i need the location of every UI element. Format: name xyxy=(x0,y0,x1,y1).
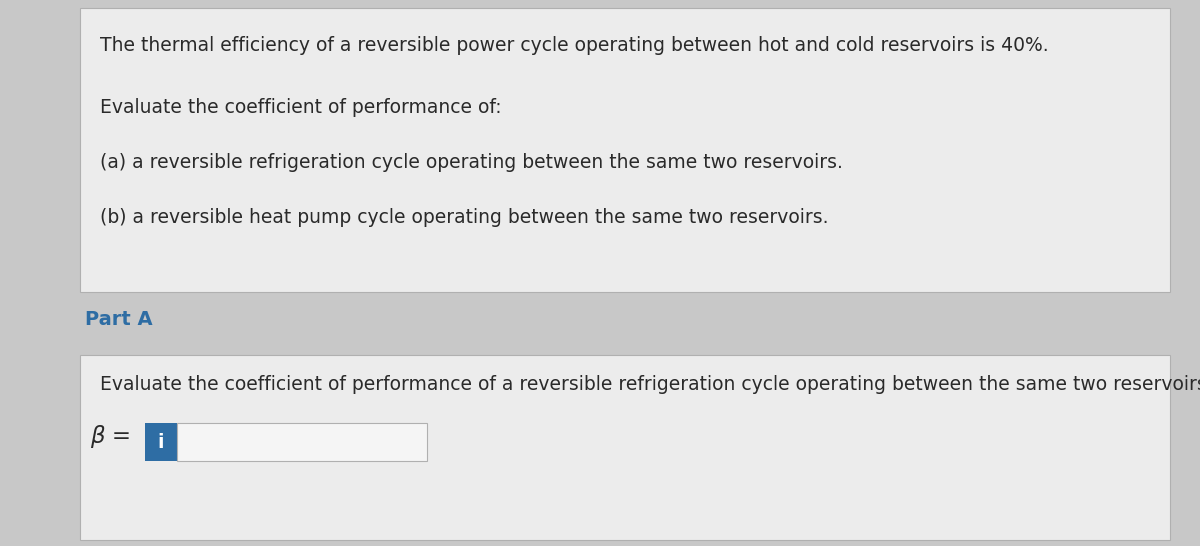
Text: β =: β = xyxy=(90,425,131,448)
Text: (a) a reversible refrigeration cycle operating between the same two reservoirs.: (a) a reversible refrigeration cycle ope… xyxy=(100,153,842,172)
Text: i: i xyxy=(157,432,164,452)
Text: The thermal efficiency of a reversible power cycle operating between hot and col: The thermal efficiency of a reversible p… xyxy=(100,36,1049,55)
Bar xyxy=(80,8,1170,292)
Text: (b) a reversible heat pump cycle operating between the same two reservoirs.: (b) a reversible heat pump cycle operati… xyxy=(100,208,828,227)
Bar xyxy=(178,423,427,461)
Bar xyxy=(80,355,1170,540)
Bar xyxy=(145,423,178,461)
Text: Evaluate the coefficient of performance of a reversible refrigeration cycle oper: Evaluate the coefficient of performance … xyxy=(100,375,1200,394)
Text: Part A: Part A xyxy=(85,310,152,329)
Text: Evaluate the coefficient of performance of:: Evaluate the coefficient of performance … xyxy=(100,98,502,117)
